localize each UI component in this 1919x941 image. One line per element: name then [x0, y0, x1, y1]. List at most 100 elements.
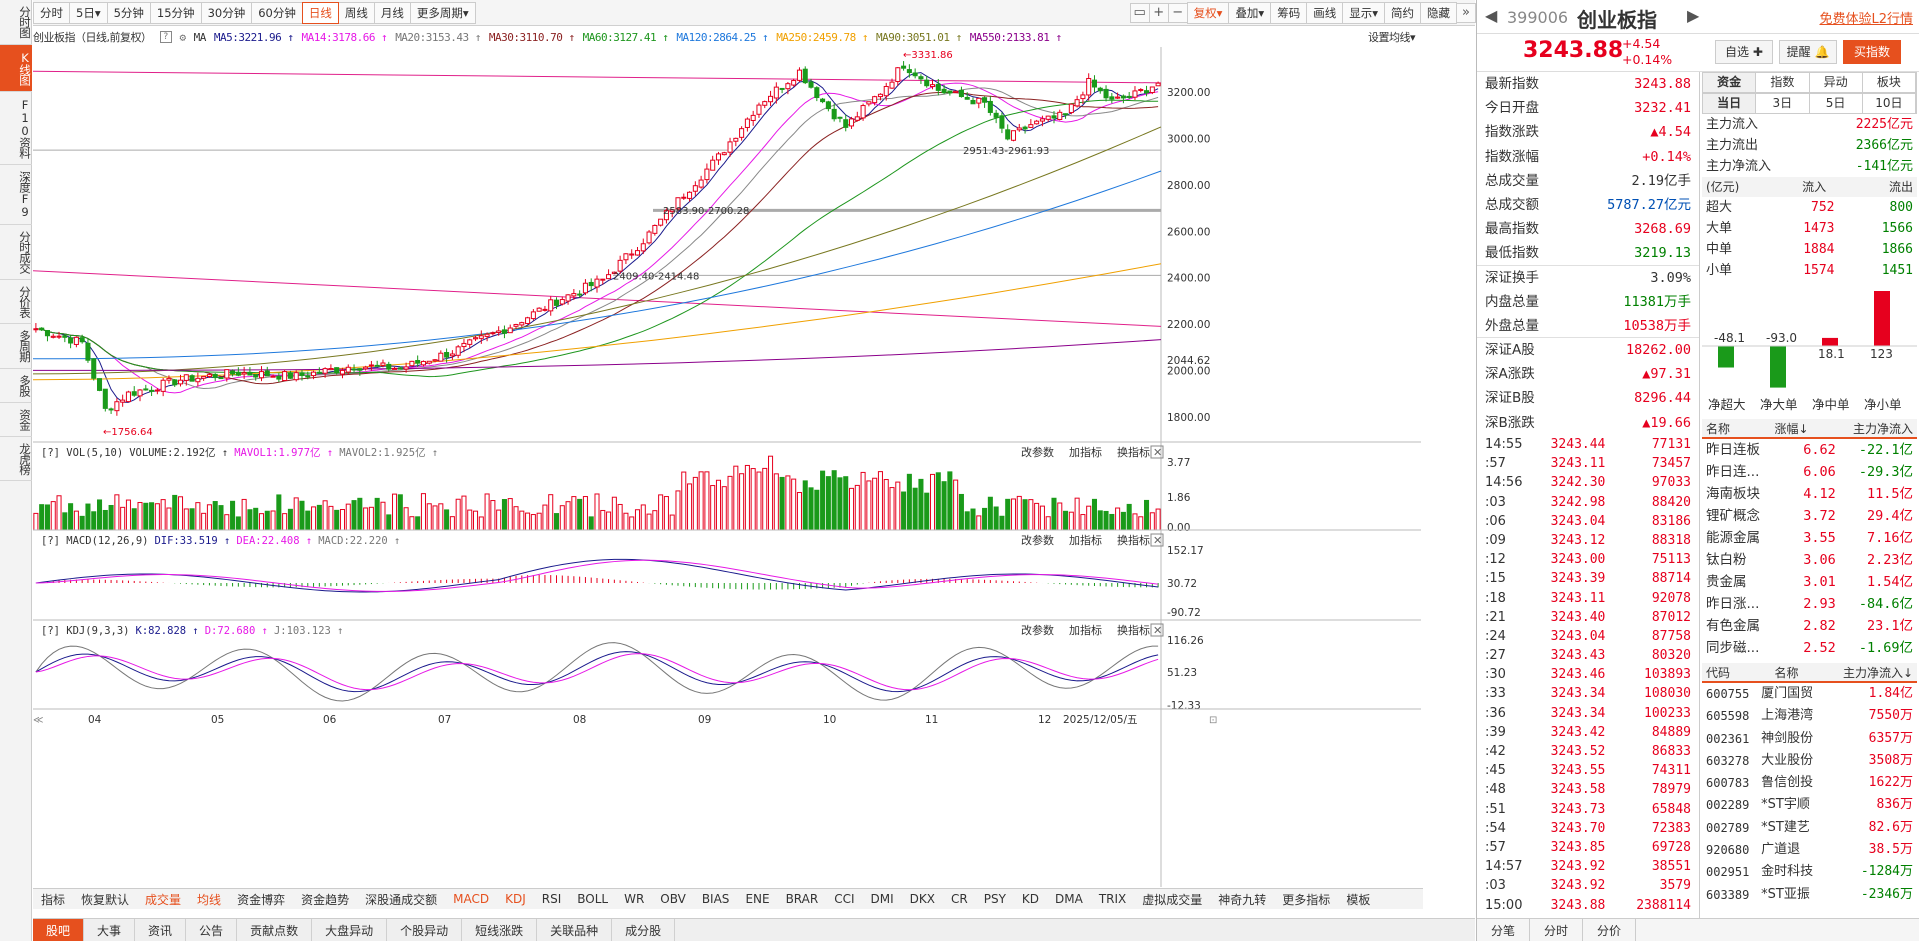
- indicator-16[interactable]: CCI: [834, 892, 855, 906]
- sector-row[interactable]: 昨日连... 6.06 -29.3亿: [1702, 461, 1917, 483]
- indicator-19[interactable]: CR: [951, 892, 968, 906]
- indicator-24[interactable]: 虚拟成交量: [1142, 892, 1203, 907]
- indicator-25[interactable]: 神奇九转: [1218, 892, 1267, 907]
- flow-tab-2[interactable]: 异动: [1810, 73, 1863, 92]
- period-2[interactable]: 5分钟: [106, 1, 151, 24]
- period-9[interactable]: 更多周期▾: [409, 1, 476, 24]
- panel-btn[interactable]: 换指标: [1117, 623, 1150, 637]
- close-icon[interactable]: ✕: [1153, 624, 1162, 637]
- bottom-tab-0[interactable]: 股吧: [33, 919, 85, 941]
- stock-row[interactable]: 603389 *ST亚振 -2346万: [1702, 884, 1917, 906]
- next-icon[interactable]: ▶: [1687, 6, 1700, 25]
- tool-0[interactable]: 复权▾: [1186, 1, 1230, 24]
- indicator-11[interactable]: WR: [624, 892, 645, 906]
- nav-tab-7[interactable]: 多股: [0, 369, 32, 403]
- sector-row[interactable]: 海南板块 4.12 11.5亿: [1702, 483, 1917, 505]
- nav-tab-9[interactable]: 龙虎榜: [0, 437, 32, 481]
- tool-4[interactable]: 显示▾: [1342, 1, 1385, 24]
- stock-row[interactable]: 002289 *ST宇顺 836万: [1702, 794, 1917, 816]
- nav-tab-2[interactable]: F10资料: [0, 92, 32, 165]
- stock-row[interactable]: 600755 厦门国贸 1.84亿: [1702, 683, 1917, 705]
- indicator-14[interactable]: ENE: [745, 892, 770, 906]
- indicator-0[interactable]: 指标: [41, 892, 66, 907]
- indicator-2[interactable]: 成交量: [145, 892, 182, 907]
- tick-list[interactable]: 14:55 3243.44 77131:57 3243.11 73457 14:56 324…: [1477, 435, 1699, 915]
- indicator-20[interactable]: PSY: [983, 892, 1006, 906]
- bottom-tab-4[interactable]: 贡献点数: [237, 919, 313, 941]
- l2-trial-link[interactable]: 免费体验L2行情: [1819, 12, 1913, 27]
- period-0[interactable]: 分时: [33, 1, 70, 24]
- period-3[interactable]: 15分钟: [149, 1, 202, 24]
- panel-btn[interactable]: 改参数: [1021, 445, 1054, 459]
- stock-row[interactable]: 002361 神剑股份 6357万: [1702, 728, 1917, 750]
- indicator-10[interactable]: BOLL: [577, 892, 609, 906]
- bottom-tab-3[interactable]: 公告: [186, 919, 238, 941]
- tool-6[interactable]: 隐藏: [1420, 1, 1457, 24]
- stock-row[interactable]: 603278 大业股份 3508万: [1702, 750, 1917, 772]
- indicator-18[interactable]: DKX: [909, 892, 935, 906]
- period-7[interactable]: 周线: [337, 1, 375, 24]
- nav-tab-1[interactable]: K线图: [0, 44, 32, 92]
- indicator-27[interactable]: 模板: [1346, 892, 1371, 907]
- period-8[interactable]: 月线: [373, 1, 411, 24]
- sector-row[interactable]: 贵金属 3.01 1.54亿: [1702, 571, 1917, 593]
- panel-btn[interactable]: 加指标: [1069, 623, 1102, 637]
- sector-row[interactable]: 有色金属 2.82 23.1亿: [1702, 615, 1917, 637]
- flow-subtab-2[interactable]: 5日: [1810, 94, 1863, 113]
- flow-tab-1[interactable]: 指数: [1756, 73, 1810, 92]
- flow-tab-3[interactable]: 板块: [1863, 73, 1916, 92]
- indicator-22[interactable]: DMA: [1055, 892, 1083, 906]
- panel-btn[interactable]: 加指标: [1069, 533, 1102, 547]
- indicator-4[interactable]: 资金博弈: [237, 892, 286, 907]
- flow-subtab-0[interactable]: 当日: [1703, 94, 1757, 113]
- buy-index-button[interactable]: 买指数: [1843, 40, 1901, 64]
- bottom-tab-2[interactable]: 资讯: [135, 919, 187, 941]
- tool-1[interactable]: 叠加▾: [1228, 1, 1272, 24]
- prev-icon[interactable]: ◀: [1485, 6, 1498, 25]
- indicator-21[interactable]: KD: [1021, 892, 1040, 906]
- sector-row[interactable]: 钛白粉 3.06 2.23亿: [1702, 549, 1917, 571]
- bottom-tab-7[interactable]: 短线涨跌: [462, 919, 538, 941]
- stock-row[interactable]: 605598 上海港湾 7550万: [1702, 705, 1917, 727]
- indicator-3[interactable]: 均线: [197, 892, 222, 907]
- stock-row[interactable]: 920680 广道退 38.5万: [1702, 839, 1917, 861]
- indicator-7[interactable]: MACD: [453, 892, 490, 906]
- nav-tab-8[interactable]: 资金: [0, 403, 32, 437]
- indicator-12[interactable]: OBV: [660, 892, 686, 906]
- panel-btn[interactable]: 改参数: [1021, 533, 1054, 547]
- toolbar-icon-0[interactable]: ▭: [1129, 2, 1150, 23]
- period-5[interactable]: 60分钟: [251, 1, 303, 24]
- alert-button[interactable]: 提醒 🔔: [1779, 40, 1837, 64]
- indicator-1[interactable]: 恢复默认: [81, 892, 130, 907]
- expand-icon[interactable]: »: [1456, 2, 1476, 23]
- flow-subtab-3[interactable]: 10日: [1863, 94, 1916, 113]
- nav-tab-3[interactable]: 深度F9: [0, 165, 32, 225]
- stock-row[interactable]: 002951 金时科技 -1284万: [1702, 861, 1917, 883]
- toolbar-icon-2[interactable]: −: [1167, 2, 1188, 23]
- indicator-26[interactable]: 更多指标: [1282, 892, 1331, 907]
- bottom-tab-1[interactable]: 大事: [84, 919, 136, 941]
- flow-subtab-1[interactable]: 3日: [1756, 94, 1810, 113]
- stock-row[interactable]: 600783 鲁信创投 1622万: [1702, 772, 1917, 794]
- panel-btn[interactable]: 换指标: [1117, 445, 1150, 459]
- nav-tab-5[interactable]: 分价表: [0, 280, 32, 324]
- period-1[interactable]: 5日▾: [69, 1, 108, 24]
- panel-btn[interactable]: 加指标: [1069, 445, 1102, 459]
- nav-tab-6[interactable]: 多周期: [0, 324, 32, 369]
- tool-3[interactable]: 画线: [1306, 1, 1344, 24]
- bottom-tab-6[interactable]: 个股异动: [387, 919, 463, 941]
- ma-settings[interactable]: 设置均线▾: [1367, 31, 1416, 44]
- nav-tab-4[interactable]: 分时成交: [0, 225, 32, 280]
- scroll-left-icon[interactable]: ≪: [33, 715, 43, 726]
- indicator-5[interactable]: 资金趋势: [301, 892, 350, 907]
- indicator-23[interactable]: TRIX: [1098, 892, 1127, 906]
- indicator-6[interactable]: 深股通成交额: [365, 892, 438, 907]
- close-icon[interactable]: ✕: [1153, 534, 1162, 547]
- sector-row[interactable]: 昨日涨... 2.93 -84.6亿: [1702, 593, 1917, 615]
- stock-row[interactable]: 002789 *ST建艺 82.6万: [1702, 817, 1917, 839]
- period-4[interactable]: 30分钟: [200, 1, 253, 24]
- sector-row[interactable]: 同步磁... 2.52 -1.69亿: [1702, 637, 1917, 659]
- indicator-15[interactable]: BRAR: [785, 892, 819, 906]
- indicator-8[interactable]: KDJ: [505, 892, 526, 906]
- tool-2[interactable]: 筹码: [1270, 1, 1308, 24]
